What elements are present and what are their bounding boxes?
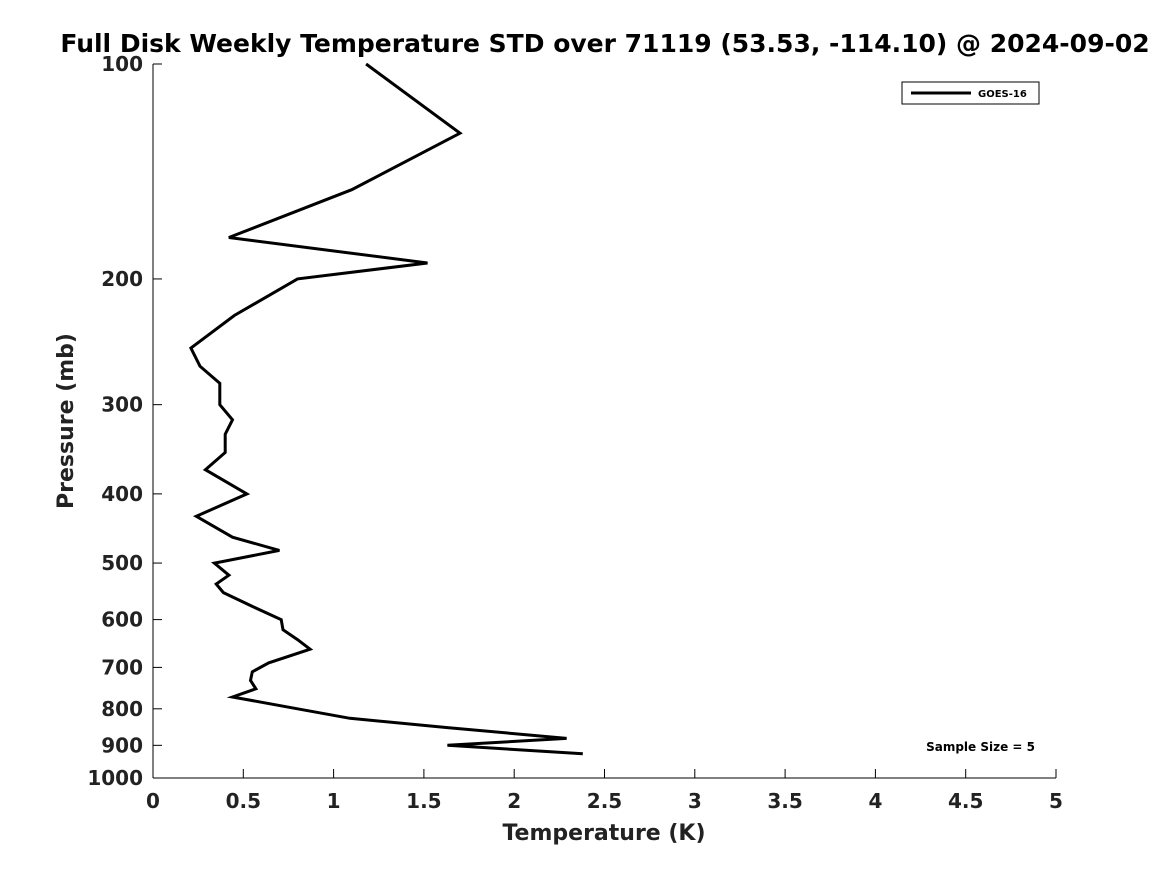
- x-tick-label: 2: [507, 789, 521, 813]
- y-axis-label: Pressure (mb): [54, 333, 79, 509]
- y-tick-label: 100: [101, 52, 143, 76]
- x-tick-label: 0: [146, 789, 160, 813]
- y-tick-label: 200: [101, 267, 143, 291]
- chart-title: Full Disk Weekly Temperature STD over 71…: [60, 29, 1149, 58]
- y-tick-label: 500: [101, 551, 143, 575]
- x-tick-label: 4: [868, 789, 882, 813]
- x-axis-label: Temperature (K): [502, 821, 705, 846]
- legend-label-goes-16: GOES-16: [978, 89, 1027, 100]
- y-tick-label: 400: [101, 482, 143, 506]
- series-layer: [188, 62, 583, 756]
- x-tick-label: 1: [327, 789, 341, 813]
- y-tick-label: 600: [101, 608, 143, 632]
- x-tick-label: 1.5: [406, 789, 441, 813]
- y-tick-label: 900: [101, 733, 143, 757]
- y-tick-label: 700: [101, 655, 143, 679]
- x-tick-label: 3: [688, 789, 702, 813]
- x-tick-label: 0.5: [226, 789, 261, 813]
- x-tick-label: 2.5: [587, 789, 622, 813]
- x-ticks: 0 0.5 1 1.5 2 2.5 3 3.5 4 4.5 5: [146, 769, 1063, 813]
- x-tick-label: 4.5: [948, 789, 983, 813]
- sample-size-annotation: Sample Size = 5: [926, 740, 1035, 754]
- series-line-goes-16: [188, 62, 583, 756]
- legend: GOES-16: [901, 81, 1040, 105]
- y-tick-label: 800: [101, 697, 143, 721]
- x-tick-label: 5: [1049, 789, 1063, 813]
- y-tick-label: 1000: [87, 766, 143, 790]
- y-ticks: 100 200 300 400 500 600 700 800 900 1000: [87, 52, 162, 790]
- x-tick-label: 3.5: [767, 789, 802, 813]
- plot-area: [152, 64, 1056, 779]
- y-tick-label: 300: [101, 393, 143, 417]
